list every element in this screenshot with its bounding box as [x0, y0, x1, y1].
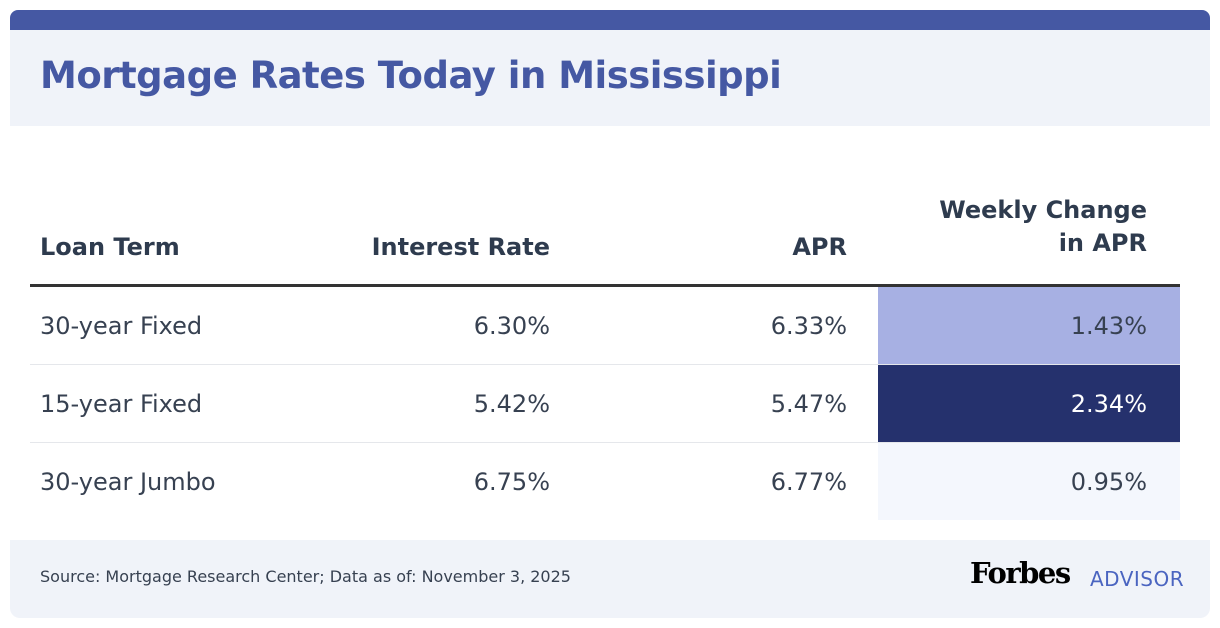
apr: 6.77% [770, 468, 847, 496]
apr: 6.33% [770, 312, 847, 340]
footer: Source: Mortgage Research Center; Data a… [10, 540, 1210, 618]
header-loan-term: Loan Term [40, 233, 180, 261]
forbes-logo: Forbes [970, 556, 1071, 590]
header-divider [30, 284, 1180, 287]
top-bar [10, 10, 1210, 30]
interest-rate: 6.75% [473, 468, 550, 496]
row-divider [30, 364, 1180, 365]
header-weekly-change-line2: in APR [1058, 229, 1147, 257]
advisor-logo-text: ADVISOR [1090, 567, 1185, 591]
change-cell-bg [878, 365, 1180, 442]
row-divider [30, 442, 1180, 443]
source-note: Source: Mortgage Research Center; Data a… [40, 567, 571, 586]
header-interest-rate: Interest Rate [371, 233, 550, 261]
loan-term: 30-year Fixed [40, 312, 203, 340]
interest-rate: 6.30% [473, 312, 550, 340]
page-title: Mortgage Rates Today in Mississippi [40, 54, 782, 97]
loan-term: 15-year Fixed [40, 390, 203, 418]
header-weekly-change: Weekly Change in APR [939, 194, 1147, 260]
loan-term: 30-year Jumbo [40, 468, 216, 496]
interest-rate: 5.42% [473, 390, 550, 418]
change-cell-bg [878, 443, 1180, 520]
weekly-change: 1.43% [1070, 312, 1147, 340]
header-apr: APR [792, 233, 847, 261]
weekly-change: 0.95% [1070, 468, 1147, 496]
header: Mortgage Rates Today in Mississippi [10, 30, 1210, 126]
weekly-change: 2.34% [1070, 390, 1147, 418]
change-cell-bg [878, 287, 1180, 364]
apr: 5.47% [770, 390, 847, 418]
header-weekly-change-line1: Weekly Change [939, 196, 1147, 224]
